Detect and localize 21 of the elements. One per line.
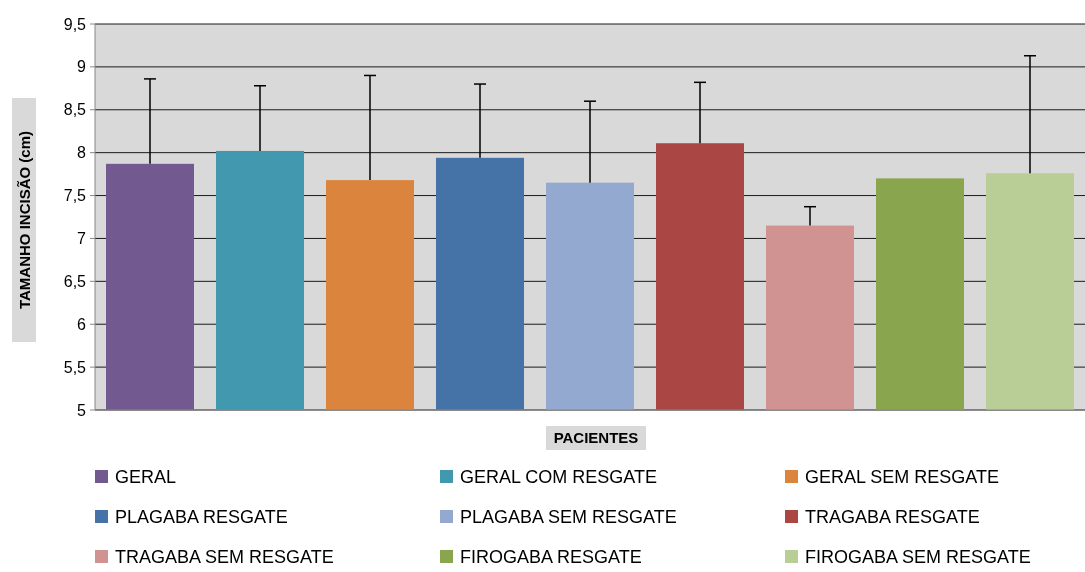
y-tick-label: 9 <box>77 58 87 76</box>
y-tick-label: 6 <box>77 315 87 333</box>
legend-label: GERAL SEM RESGATE <box>805 467 1000 488</box>
legend-label: PLAGABA SEM RESGATE <box>460 507 677 528</box>
x-axis-title: PACIENTES <box>553 429 639 446</box>
y-tick-label: 7 <box>77 230 87 248</box>
legend-label: PLAGABA RESGATE <box>115 507 288 528</box>
y-tick-label: 6,5 <box>63 272 87 290</box>
legend-label: FIROGABA SEM RESGATE <box>805 547 1031 568</box>
legend-label: GERAL <box>115 467 177 488</box>
legend-label: TRAGABA SEM RESGATE <box>115 547 334 568</box>
legend-label: TRAGABA RESGATE <box>805 507 980 528</box>
y-tick-label: 9,5 <box>63 15 87 33</box>
y-tick-label: 8 <box>77 144 87 162</box>
y-tick-label: 8,5 <box>63 101 87 119</box>
legend-label: GERAL COM RESGATE <box>460 467 658 488</box>
legend-label: FIROGABA RESGATE <box>460 547 642 568</box>
y-tick-label: 5 <box>77 401 87 419</box>
y-tick-label: 5,5 <box>63 358 87 376</box>
y-tick-label: 7,5 <box>63 187 87 205</box>
y-axis-title: TAMANHO INCISÃO (cm) <box>16 130 33 310</box>
